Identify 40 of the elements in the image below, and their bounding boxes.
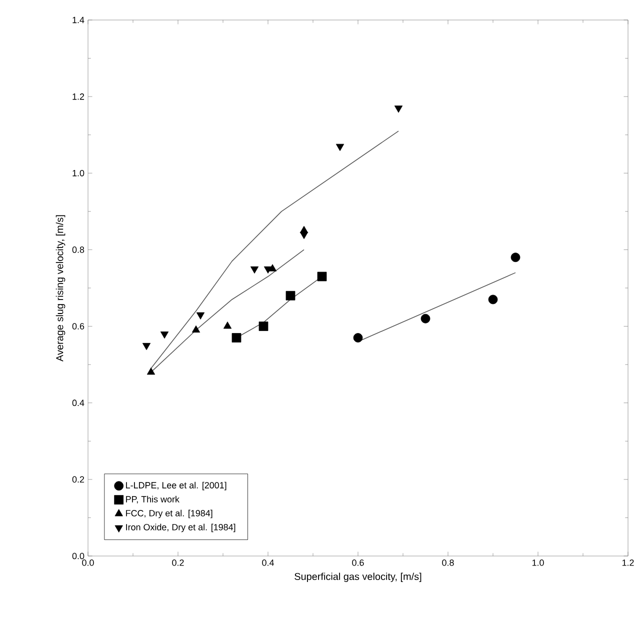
y-tick-label: 0.8 xyxy=(72,246,84,253)
y-tick-label: 0.0 xyxy=(72,552,84,560)
point xyxy=(420,314,430,324)
point xyxy=(317,272,327,282)
y-tick-label: 0.4 xyxy=(72,400,84,406)
point xyxy=(192,325,200,333)
legend-label: FCC, Dry et al. [1984] xyxy=(126,510,212,518)
x-tick-label: 1.0 xyxy=(532,560,544,566)
point xyxy=(300,232,308,240)
point xyxy=(336,144,344,152)
y-tick-label: 0.6 xyxy=(72,323,84,330)
y-axis-title: Average slug rising velocity, [m/s] xyxy=(56,215,66,362)
point xyxy=(146,368,156,375)
point xyxy=(223,322,232,329)
y-tick-label: 1.0 xyxy=(72,170,84,176)
point xyxy=(250,266,259,274)
x-tick-label: 0.4 xyxy=(262,560,274,566)
point xyxy=(142,342,151,350)
point xyxy=(264,266,272,274)
point xyxy=(353,333,363,342)
y-tick-label: 0.2 xyxy=(72,476,84,483)
point xyxy=(510,252,520,262)
y-tick-label: 1.4 xyxy=(72,16,84,24)
y-tick-label: 1.2 xyxy=(72,93,84,100)
point xyxy=(258,322,268,331)
point xyxy=(232,333,242,342)
x-tick-label: 1.2 xyxy=(622,560,634,566)
x-tick-label: 0.2 xyxy=(172,560,184,566)
point xyxy=(286,290,296,300)
point xyxy=(196,312,205,320)
x-axis-title: Superficial gas velocity, [m/s] xyxy=(294,572,422,582)
point xyxy=(160,332,169,339)
x-tick-label: 0.8 xyxy=(442,560,454,566)
x-tick-label: 0.6 xyxy=(352,560,364,566)
point xyxy=(394,106,403,113)
legend-label: PP, This work xyxy=(126,496,180,504)
point xyxy=(488,294,498,304)
x-tick-label: 0.0 xyxy=(82,560,94,566)
legend-label: L-LDPE, Lee et al. [2001] xyxy=(126,482,226,490)
legend-label: Iron Oxide, Dry et al. [1984] xyxy=(126,524,236,532)
